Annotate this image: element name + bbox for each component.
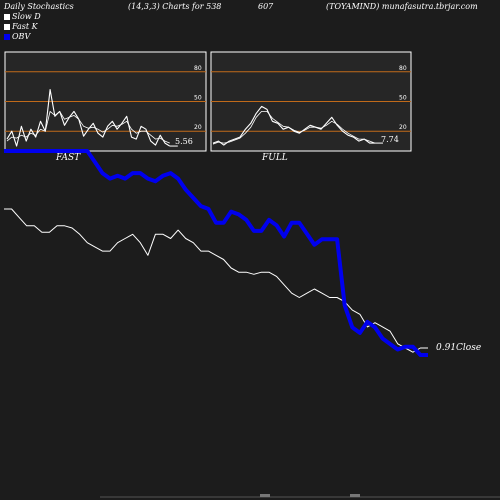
close-value-label: 0.91Close (436, 343, 481, 353)
fast-last-value: 5.56 (175, 137, 193, 146)
full-last-value: 7.74 (381, 135, 399, 144)
legend-swatch-slow-d (4, 14, 10, 20)
panel-label-fast: FAST (56, 153, 81, 163)
header-code: 607 (258, 2, 274, 11)
fast-tick-label-80: 80 (194, 65, 202, 72)
legend-label-obv: OBV (12, 32, 31, 41)
fast-tick-label-50: 50 (194, 95, 202, 102)
full-fast-k-line (212, 105, 375, 146)
close-suffix: Close (456, 343, 482, 353)
legend-item-obv: OBV (4, 32, 30, 41)
bottom-axis-tick-1 (350, 494, 360, 497)
header-params: (14,3,3) Charts for 538 (128, 2, 222, 11)
legend-label-slow-d: Slow D (12, 12, 41, 21)
legend-label-fast-k: Fast K (12, 22, 38, 31)
header-right: (TOYAMIND) munafasutra.tbrjar.com (326, 2, 478, 11)
panel-label-full: FULL (262, 153, 288, 163)
fast-fast-k-line (6, 89, 171, 147)
obv-line (4, 149, 428, 357)
bottom-axis-tick-0 (260, 494, 270, 497)
legend-swatch-fast-k (4, 24, 10, 30)
header-left: Daily Stochastics (4, 2, 74, 11)
full-tick-label-50: 50 (399, 95, 407, 102)
legend-item-fast-k: Fast K (4, 22, 38, 31)
close-price-line (4, 208, 428, 353)
full-tick-label-80: 80 (399, 65, 407, 72)
full-slow-d-line (212, 111, 376, 145)
close-value: 0.91 (436, 343, 457, 353)
legend-item-slow-d: Slow D (4, 12, 41, 21)
legend-swatch-obv (4, 34, 10, 40)
full-tick-label-20: 20 (399, 124, 407, 131)
fast-tick-label-20: 20 (194, 124, 202, 131)
